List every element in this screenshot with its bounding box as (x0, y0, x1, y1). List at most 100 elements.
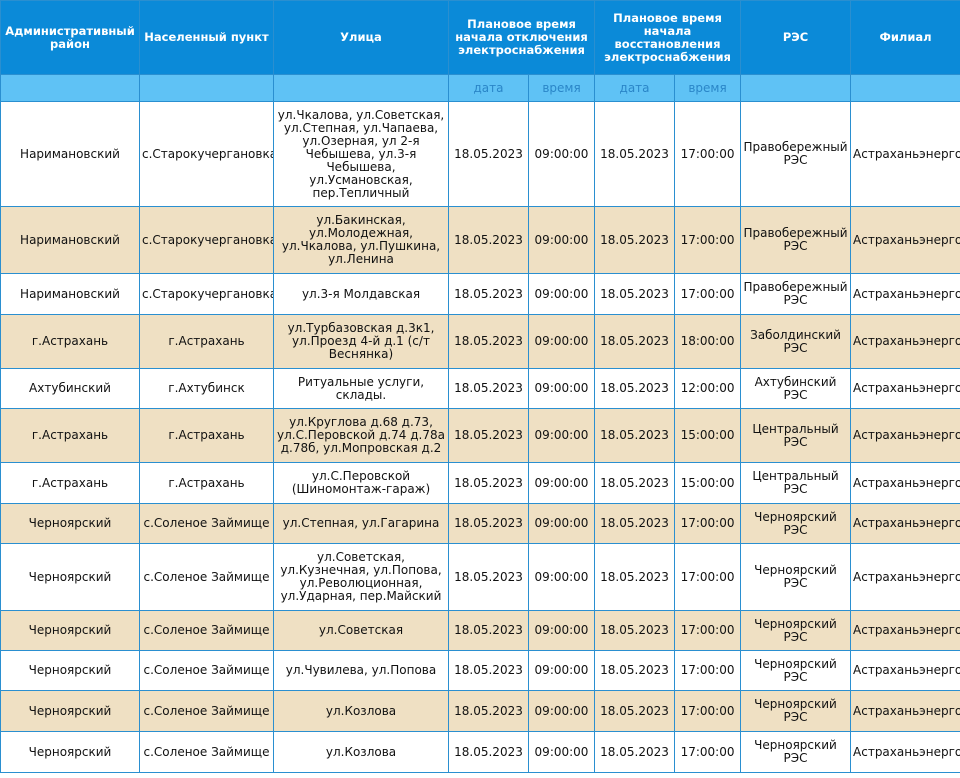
subheader-time: время (674, 74, 742, 102)
district-cell: Черноярский (0, 610, 140, 651)
on-date-cell: 18.05.2023 (594, 503, 676, 544)
header-district: Административный район (0, 0, 140, 75)
subheader-empty (0, 74, 140, 102)
table-row: Ахтубинский г.Ахтубинск Ритуальные услуги,… (0, 368, 960, 409)
branch-cell: Астраханьэнерго (850, 543, 960, 611)
street-cell: ул.Советская, ул.Кузнечная, ул.Попова, у… (273, 543, 449, 611)
on-date-cell: 18.05.2023 (594, 731, 676, 773)
on-date-cell: 18.05.2023 (594, 650, 676, 691)
off-time-cell: 09:00:00 (527, 101, 596, 207)
locality-cell: с.Старокучергановка (139, 101, 274, 207)
on-date-cell: 18.05.2023 (594, 206, 676, 274)
street-cell: ул.Чкалова, ул.Советская, ул.Степная, ул… (273, 101, 449, 207)
street-cell: ул.С.Перовской (Шиномонтаж-гараж) (273, 462, 449, 504)
street-cell: ул.Козлова (273, 731, 449, 773)
on-time-cell: 17:00:00 (674, 543, 742, 611)
off-date-cell: 18.05.2023 (448, 650, 529, 691)
on-date-cell: 18.05.2023 (594, 101, 676, 207)
table-row: Наримановский с.Старокучергановка ул.3-я М… (0, 273, 960, 315)
locality-cell: с.Соленое Займище (139, 731, 274, 773)
on-time-cell: 17:00:00 (674, 101, 742, 207)
street-cell: Ритуальные услуги, склады. (273, 368, 449, 409)
table-row: Наримановский с.Старокучергановка ул.Бакин… (0, 206, 960, 274)
res-cell: Черноярский РЭС (740, 610, 852, 651)
on-time-cell: 17:00:00 (674, 690, 742, 732)
locality-cell: с.Старокучергановка (139, 206, 274, 274)
subheader-row: дата время дата время (0, 74, 960, 102)
off-date-cell: 18.05.2023 (448, 408, 529, 463)
table-row: г.Астрахань г.Астрахань ул.Круглова д.68 д… (0, 408, 960, 463)
on-date-cell: 18.05.2023 (594, 273, 676, 315)
on-time-cell: 15:00:00 (674, 462, 742, 504)
subheader-empty (273, 74, 449, 102)
on-time-cell: 17:00:00 (674, 273, 742, 315)
street-cell: ул.Степная, ул.Гагарина (273, 503, 449, 544)
off-time-cell: 09:00:00 (527, 273, 596, 315)
branch-cell: Астраханьэнерго (850, 273, 960, 315)
table-row: Черноярский с.Соленое Займище ул.Козлова 18… (0, 690, 960, 732)
branch-cell: Астраханьэнерго (850, 101, 960, 207)
on-time-cell: 17:00:00 (674, 610, 742, 651)
header-branch: Филиал (850, 0, 960, 75)
table-row: г.Астрахань г.Астрахань ул.Турбазовская д.… (0, 314, 960, 369)
table-row: Черноярский с.Соленое Займище ул.Степная, … (0, 503, 960, 544)
branch-cell: Астраханьэнерго (850, 408, 960, 463)
district-cell: Черноярский (0, 650, 140, 691)
district-cell: Черноярский (0, 690, 140, 732)
locality-cell: с.Соленое Займище (139, 650, 274, 691)
subheader-date: дата (448, 74, 529, 102)
branch-cell: Астраханьэнерго (850, 206, 960, 274)
res-cell: Черноярский РЭС (740, 690, 852, 732)
branch-cell: Астраханьэнерго (850, 503, 960, 544)
off-time-cell: 09:00:00 (527, 314, 596, 369)
street-cell: ул.3-я Молдавская (273, 273, 449, 315)
res-cell: Черноярский РЭС (740, 731, 852, 773)
off-date-cell: 18.05.2023 (448, 368, 529, 409)
branch-cell: Астраханьэнерго (850, 314, 960, 369)
street-cell: ул.Чувилева, ул.Попова (273, 650, 449, 691)
street-cell: ул.Турбазовская д.3к1, ул.Проезд 4-й д.1… (273, 314, 449, 369)
res-cell: Центральный РЭС (740, 462, 852, 504)
street-cell: ул.Бакинская, ул.Молодежная, ул.Чкалова,… (273, 206, 449, 274)
street-cell: ул.Козлова (273, 690, 449, 732)
off-time-cell: 09:00:00 (527, 610, 596, 651)
header-row: Административный район Населенный пункт … (0, 0, 960, 75)
off-time-cell: 09:00:00 (527, 690, 596, 732)
off-time-cell: 09:00:00 (527, 462, 596, 504)
locality-cell: с.Соленое Займище (139, 690, 274, 732)
branch-cell: Астраханьэнерго (850, 731, 960, 773)
locality-cell: с.Соленое Займище (139, 543, 274, 611)
locality-cell: г.Ахтубинск (139, 368, 274, 409)
off-date-cell: 18.05.2023 (448, 610, 529, 651)
off-date-cell: 18.05.2023 (448, 731, 529, 773)
locality-cell: г.Астрахань (139, 408, 274, 463)
district-cell: Наримановский (0, 273, 140, 315)
on-time-cell: 17:00:00 (674, 503, 742, 544)
district-cell: Черноярский (0, 543, 140, 611)
locality-cell: г.Астрахань (139, 462, 274, 504)
on-date-cell: 18.05.2023 (594, 462, 676, 504)
off-date-cell: 18.05.2023 (448, 206, 529, 274)
district-cell: Черноярский (0, 503, 140, 544)
off-time-cell: 09:00:00 (527, 650, 596, 691)
res-cell: Заболдинский РЭС (740, 314, 852, 369)
locality-cell: с.Соленое Займище (139, 610, 274, 651)
res-cell: Черноярский РЭС (740, 543, 852, 611)
res-cell: Правобережный РЭС (740, 206, 852, 274)
street-cell: ул.Советская (273, 610, 449, 651)
off-time-cell: 09:00:00 (527, 408, 596, 463)
off-date-cell: 18.05.2023 (448, 690, 529, 732)
table-row: г.Астрахань г.Астрахань ул.С.Перовской (Ши… (0, 462, 960, 504)
branch-cell: Астраханьэнерго (850, 462, 960, 504)
on-date-cell: 18.05.2023 (594, 408, 676, 463)
branch-cell: Астраханьэнерго (850, 610, 960, 651)
off-date-cell: 18.05.2023 (448, 273, 529, 315)
header-restore-time: Плановое время начала восстановления эле… (594, 0, 742, 75)
header-street: Улица (273, 0, 449, 75)
branch-cell: Астраханьэнерго (850, 650, 960, 691)
subheader-empty (139, 74, 274, 102)
subheader-empty (740, 74, 852, 102)
on-time-cell: 17:00:00 (674, 206, 742, 274)
off-date-cell: 18.05.2023 (448, 462, 529, 504)
